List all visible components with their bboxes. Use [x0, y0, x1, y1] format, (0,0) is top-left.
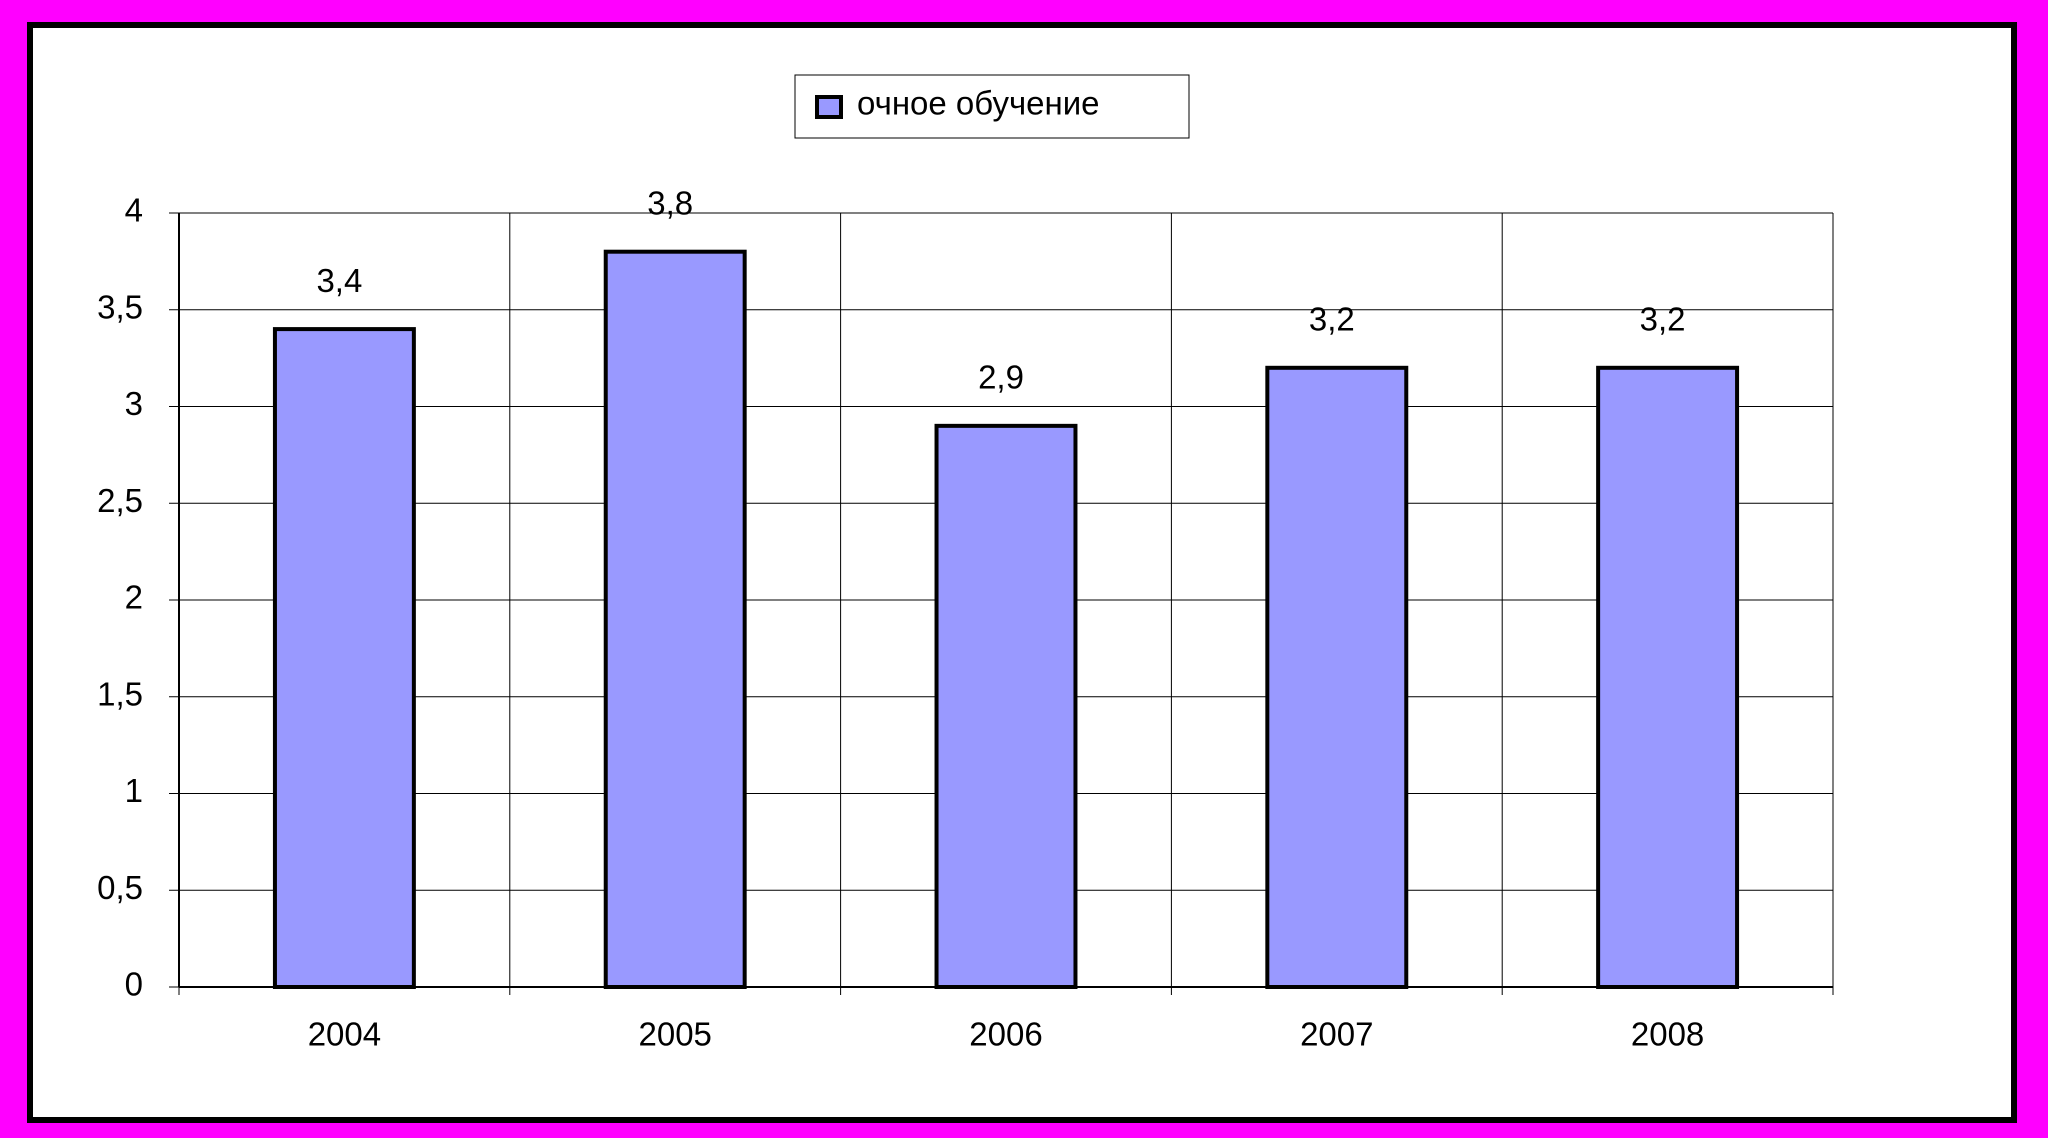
data-label: 2,9 — [978, 359, 1024, 396]
bar — [934, 423, 1078, 990]
y-tick-label: 2,5 — [97, 482, 143, 519]
x-tick-label: 2008 — [1631, 1016, 1704, 1053]
y-tick-label: 1 — [125, 772, 143, 809]
legend-swatch — [815, 95, 843, 119]
data-label: 3,2 — [1640, 301, 1686, 338]
y-tick-label: 3 — [125, 385, 143, 422]
y-tick-label: 1,5 — [97, 675, 143, 712]
y-tick-label: 3,5 — [97, 288, 143, 325]
bar — [1596, 365, 1740, 989]
x-tick-label: 2007 — [1300, 1016, 1373, 1053]
legend-label: очное обучение — [857, 85, 1100, 122]
y-tick-label: 4 — [125, 192, 143, 229]
bar — [603, 249, 747, 989]
y-tick-label: 0,5 — [97, 869, 143, 906]
data-label: 3,4 — [316, 262, 362, 299]
data-label: 3,2 — [1309, 301, 1355, 338]
y-tick-label: 0 — [125, 966, 143, 1003]
data-label: 3,8 — [647, 184, 693, 221]
legend-box — [794, 74, 1190, 139]
x-tick-label: 2006 — [969, 1016, 1042, 1053]
bar — [1265, 365, 1409, 989]
bar — [272, 327, 416, 990]
x-tick-label: 2005 — [638, 1016, 711, 1053]
y-tick-label: 2 — [125, 579, 143, 616]
x-tick-label: 2004 — [308, 1016, 381, 1053]
